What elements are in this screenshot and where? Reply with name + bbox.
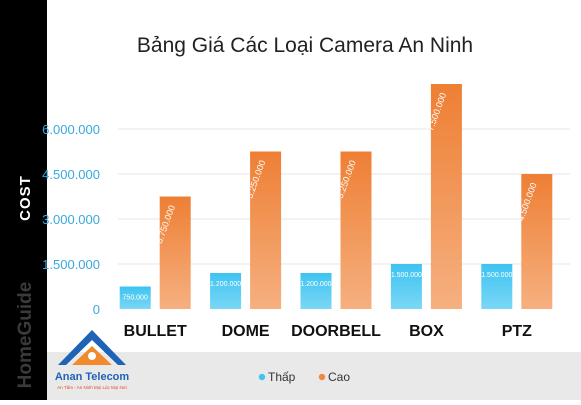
x-tick-label: BOX bbox=[409, 323, 444, 340]
legend-band bbox=[47, 352, 581, 400]
left-sidebar bbox=[0, 0, 47, 400]
bar-thap bbox=[481, 264, 513, 309]
legend-marker bbox=[318, 373, 326, 381]
bar-cao bbox=[159, 196, 191, 309]
bar-cao bbox=[250, 151, 282, 309]
y-tick-label: 0 bbox=[93, 302, 100, 317]
x-tick-label: DOME bbox=[222, 323, 270, 340]
bar-cao bbox=[340, 151, 372, 309]
bar-thap bbox=[119, 286, 151, 309]
bars: 750.0003.750.0001.200.0005.250.0001.200.… bbox=[119, 84, 553, 309]
logo: Anan Telecom An Tâm - An Ninh Mọi Lúc Mọ… bbox=[55, 330, 130, 390]
logo-tagline: An Tâm - An Ninh Mọi Lúc Mọi Nơi bbox=[57, 385, 126, 390]
x-axis-ticks: BULLET DOME DOORBELL BOX PTZ bbox=[124, 323, 532, 340]
legend: Thấp Cao bbox=[258, 370, 350, 384]
y-tick-label: 3.000.000 bbox=[42, 212, 100, 227]
bar-value-label: 1.500.000 bbox=[481, 272, 512, 279]
bar-thap bbox=[300, 273, 332, 309]
watermark: HomeGuide bbox=[15, 282, 36, 389]
bar-value-label: 750.000 bbox=[123, 295, 148, 302]
x-tick-label: PTZ bbox=[502, 323, 532, 340]
bar-cao bbox=[430, 84, 462, 309]
legend-marker bbox=[258, 373, 266, 381]
y-axis-ticks: 0 1.500.000 3.000.000 4.500.000 6.000.000 bbox=[42, 122, 100, 317]
logo-roof-icon bbox=[58, 330, 126, 365]
x-tick-label: DOORBELL bbox=[291, 323, 381, 340]
y-tick-label: 4.500.000 bbox=[42, 167, 100, 182]
y-axis-label: COST bbox=[17, 175, 34, 221]
y-tick-label: 6.000.000 bbox=[42, 122, 100, 137]
bar-cao bbox=[521, 174, 553, 309]
legend-label: Thấp bbox=[268, 370, 296, 384]
bar-value-label: 1.200.000 bbox=[300, 281, 331, 288]
logo-lens-icon bbox=[88, 352, 96, 360]
bar-value-label: 1.500.000 bbox=[391, 272, 422, 279]
bar-value-label: 1.200.000 bbox=[210, 281, 241, 288]
legend-label: Cao bbox=[328, 370, 350, 384]
y-tick-label: 1.500.000 bbox=[42, 257, 100, 272]
bar-thap bbox=[210, 273, 242, 309]
logo-name: Anan Telecom bbox=[55, 371, 130, 383]
bar-thap bbox=[390, 264, 422, 309]
chart-title: Bảng Giá Các Loại Camera An Ninh bbox=[137, 34, 473, 57]
x-tick-label: BULLET bbox=[124, 323, 187, 340]
